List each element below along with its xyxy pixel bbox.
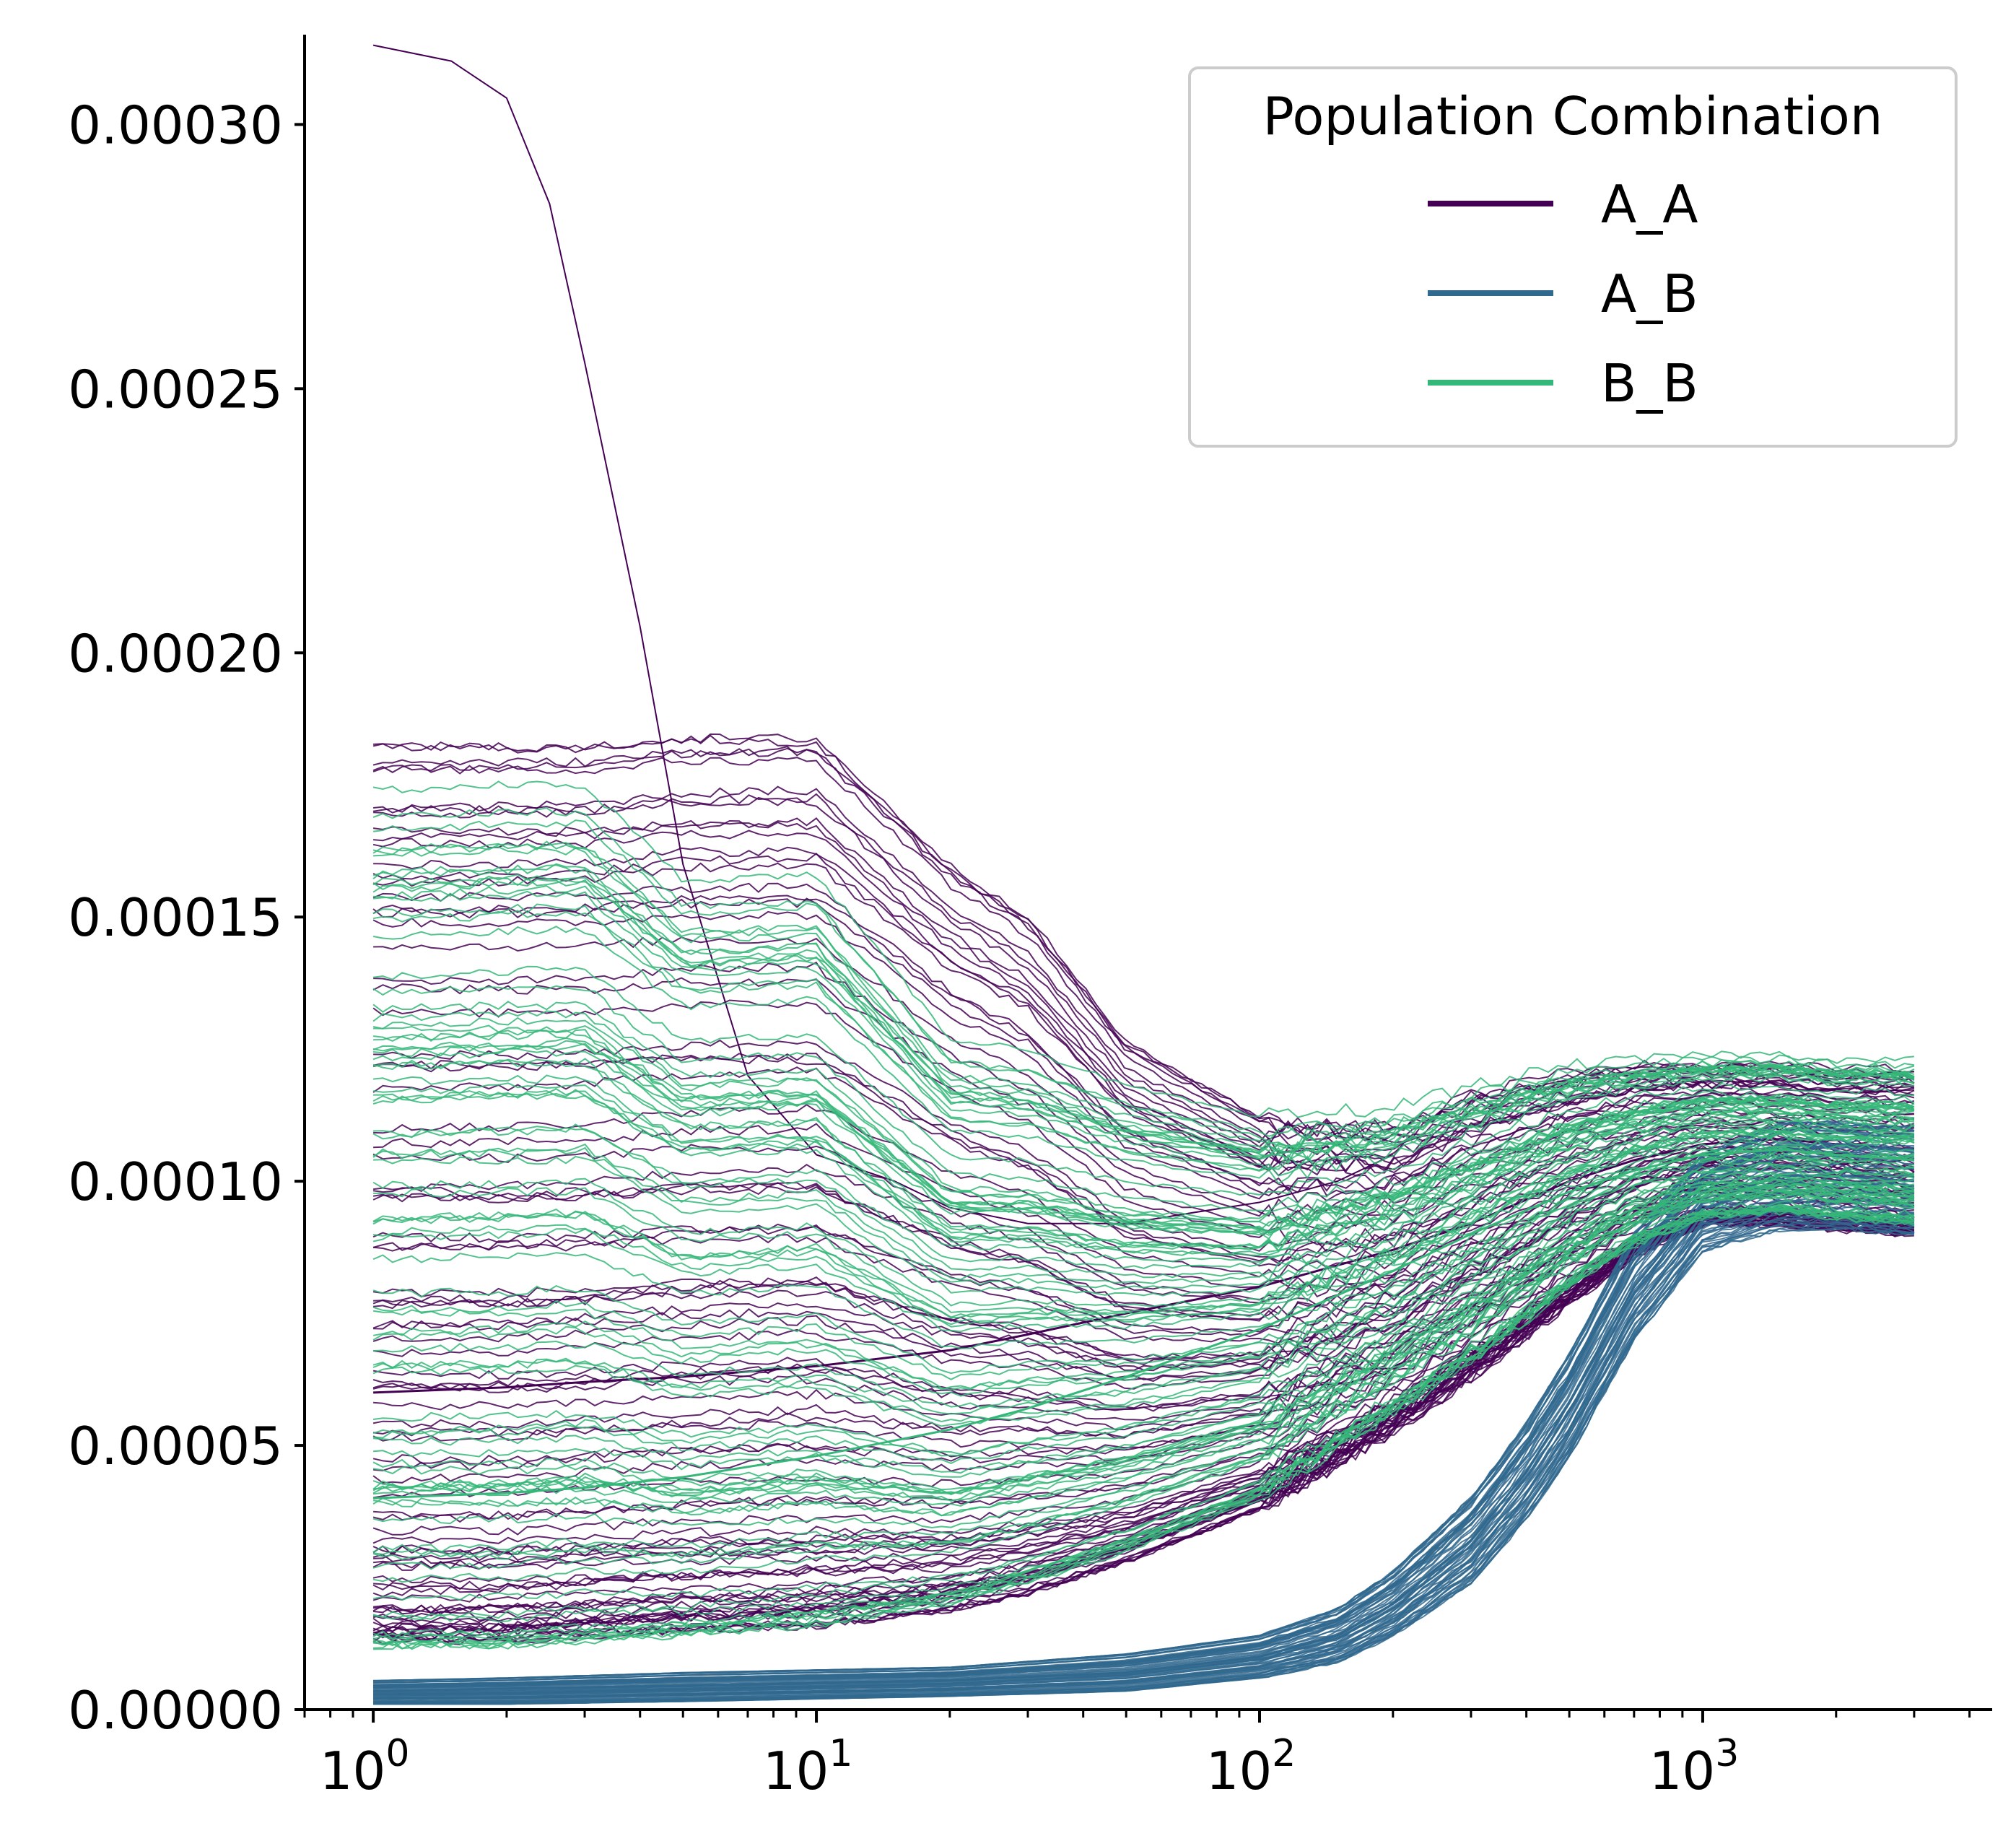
trajectory-B_B (372, 903, 1914, 1177)
trajectory-A_A (373, 1164, 1915, 1380)
y-tick-label: 0.00015 (68, 887, 283, 948)
trajectory-A_A (372, 1181, 1915, 1438)
trajectory-A_A (372, 830, 1915, 1172)
trajectory-B_B (372, 1162, 1915, 1423)
trajectory-B_B (372, 1153, 1915, 1415)
trajectory-B_B (372, 1129, 1915, 1328)
trajectory-B_B (373, 1155, 1915, 1408)
trajectory-A_A (372, 862, 1914, 1177)
outlier-trajectory-A_A (372, 44, 1394, 1224)
legend-frame (1188, 66, 1958, 448)
legend-entries: A_A A_B B_B (1428, 174, 1698, 414)
trajectory-B_B (372, 1208, 1915, 1638)
legend: Population Combination A_A A_B B_B (1188, 66, 1958, 448)
y-tick-label: 0.00025 (68, 359, 283, 419)
trajectory-B_B (372, 1089, 1915, 1250)
legend-label-B_B: B_B (1601, 353, 1698, 414)
trajectory-A_B (373, 1220, 1915, 1705)
trajectory-B_B (373, 1124, 1915, 1297)
trajectory-B_B (372, 840, 1915, 1148)
trajectory-B_B (372, 1143, 1915, 1380)
trajectory-A_A (373, 793, 1915, 1154)
trajectory-B_B (373, 1043, 1915, 1236)
ticks-layer: 0.00000 0.00005 0.00010 0.00015 0.00020 0.000… (68, 95, 1971, 1801)
trajectory-B_B (372, 1001, 1914, 1221)
trajectory-B_B (372, 1204, 1915, 1640)
trajectory-B_B (372, 1128, 1915, 1319)
trajectory-A_A (373, 1152, 1915, 1345)
legend-label-A_B: A_B (1601, 264, 1698, 324)
series-layer (372, 44, 1915, 1705)
trajectory-B_B (372, 1162, 1915, 1427)
trajectory-B_B (372, 1170, 1914, 1455)
trajectory-B_B (372, 1037, 1915, 1232)
trajectory-B_B (372, 1200, 1915, 1621)
x-tick-label: 102 (1206, 1732, 1296, 1801)
y-tick-label: 0.00010 (68, 1152, 283, 1212)
x-tick-label: 100 (320, 1732, 410, 1801)
trajectory-A_B (373, 1160, 1914, 1690)
trajectory-B_B (372, 1088, 1915, 1256)
trajectory-B_B (372, 910, 1914, 1172)
trajectory-A_A (372, 757, 1915, 1144)
trajectory-B_B (373, 1175, 1915, 1474)
trajectory-B_B (372, 1110, 1914, 1269)
y-tick-label: 0.00020 (68, 623, 283, 684)
trajectory-B_B (372, 1149, 1915, 1397)
trajectory-A_B (373, 1198, 1915, 1699)
trajectory-B_B (372, 1191, 1915, 1529)
trajectory-B_B (372, 1040, 1915, 1234)
y-tick-label: 0.00005 (68, 1416, 283, 1476)
trajectory-B_B (372, 1125, 1915, 1318)
trajectory-B_B (372, 1188, 1915, 1554)
trajectory-A_A (372, 1217, 1915, 1637)
trajectory-B_B (372, 780, 1914, 1118)
x-tick-label: 101 (763, 1732, 853, 1801)
trajectory-A_A (372, 747, 1915, 1139)
trajectory-A_B (373, 1154, 1915, 1689)
y-tick-label: 0.00030 (68, 95, 283, 155)
trajectory-B_B (373, 1089, 1915, 1263)
trajectory-A_A (373, 1197, 1915, 1520)
trajectory-B_B (372, 965, 1914, 1196)
trajectory-A_B (373, 1214, 1915, 1703)
trajectory-A_A (372, 1215, 1915, 1633)
series-A_B (373, 1120, 1915, 1705)
trajectory-A_A (372, 1160, 1915, 1366)
trajectory-B_B (372, 1121, 1915, 1290)
trajectory-B_B (373, 1210, 1914, 1650)
trajectory-B_B (372, 807, 1915, 1142)
trajectory-B_B (372, 1180, 1915, 1501)
trajectory-A_A (373, 817, 1914, 1163)
trajectory-A_B (373, 1198, 1914, 1699)
trajectory-A_B (373, 1178, 1915, 1694)
trajectory-B_B (373, 1029, 1915, 1234)
trajectory-B_B (372, 1193, 1914, 1583)
trajectory-B_B (372, 1186, 1915, 1517)
trajectory-B_B (372, 864, 1915, 1155)
trajectory-B_B (372, 1144, 1915, 1375)
y-tick-label: 0.00000 (68, 1680, 283, 1741)
trajectory-B_B (373, 1116, 1915, 1281)
legend-title: Population Combination (1262, 86, 1882, 147)
trajectory-A_B (373, 1207, 1914, 1702)
trajectory-B_B (372, 1082, 1915, 1249)
trajectory-A_A (372, 852, 1915, 1173)
trajectory-B_B (372, 1118, 1915, 1284)
trajectory-B_B (372, 1059, 1915, 1253)
series-line-B_B (373, 1148, 1915, 1500)
series-B_B (372, 780, 1915, 1650)
x-tick-label: 103 (1649, 1732, 1740, 1801)
trajectory-B_B (372, 926, 1915, 1185)
trajectory-A_A (372, 796, 1915, 1159)
trajectory-A_A (373, 1123, 1915, 1289)
trajectory-B_B (372, 878, 1915, 1157)
trajectory-B_B (372, 1137, 1914, 1349)
trajectory-A_B (373, 1185, 1914, 1696)
trajectory-B_B (372, 863, 1915, 1158)
trajectory-B_B (373, 1171, 1915, 1464)
trajectory-A_B (373, 1144, 1914, 1687)
legend-label-A_A: A_A (1601, 174, 1698, 235)
